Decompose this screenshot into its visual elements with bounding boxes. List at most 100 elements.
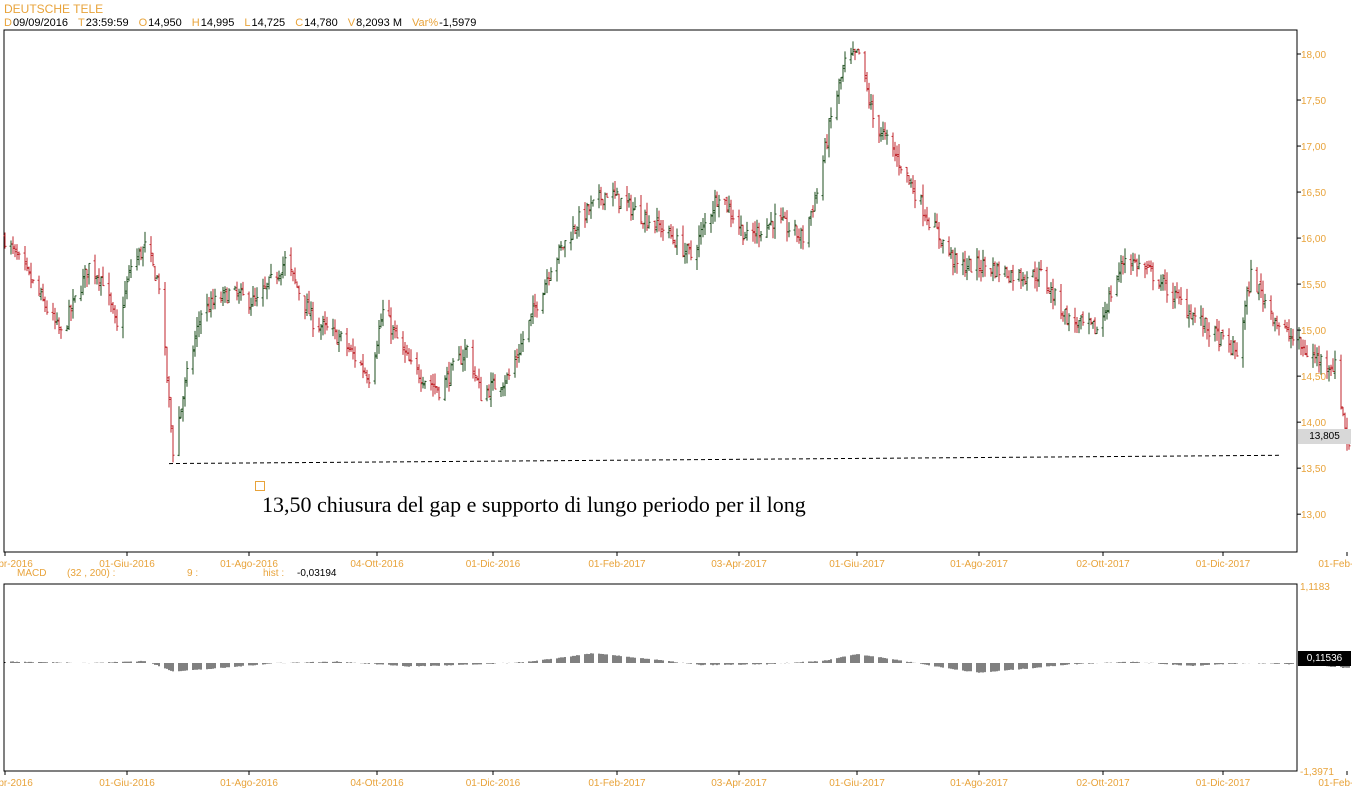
ohlc-bar: [533, 293, 537, 318]
macd-histogram: [4, 653, 1350, 673]
ohlc-bar: [1163, 269, 1167, 291]
ohlc-bar: [1271, 312, 1275, 327]
ohlc-bar: [1177, 289, 1181, 305]
ohlc-bar: [1261, 280, 1265, 312]
ohlc-bar: [741, 224, 745, 246]
ohlc-bar: [211, 288, 215, 310]
ohlc-bar: [739, 215, 743, 237]
ohlc-bar: [375, 340, 379, 360]
ohlc-bar: [883, 122, 887, 140]
ohlc-bar: [335, 329, 339, 345]
ohlc-bar: [1165, 272, 1169, 303]
ohlc-bar: [307, 290, 311, 315]
x-tick-label: 01-Giu-2016: [99, 559, 155, 570]
info-key-4: L: [244, 17, 251, 29]
ohlc-bar: [221, 286, 225, 307]
ohlc-bar: [933, 212, 937, 228]
ohlc-bar: [1009, 270, 1013, 283]
ohlc-bar: [661, 219, 665, 241]
ohlc-bar: [1161, 274, 1165, 291]
ohlc-bar: [597, 184, 601, 209]
ohlc-bar: [835, 90, 839, 121]
ohlc-bar: [95, 275, 99, 285]
ohlc-bar: [365, 369, 369, 384]
macd-axis-bottom-label: -1,3971: [1300, 767, 1334, 778]
ohlc-bar: [109, 292, 113, 313]
ohlc-bar: [685, 243, 689, 264]
ohlc-bar: [981, 249, 985, 278]
ohlc-bar: [1019, 268, 1023, 289]
ohlc-bar: [849, 47, 853, 64]
x-tick-label: 01-Feb-2018: [1318, 778, 1352, 789]
ohlc-bar: [575, 226, 579, 239]
ohlc-bar: [801, 225, 805, 250]
ohlc-bar: [683, 242, 687, 264]
ohlc-bar: [1053, 288, 1057, 306]
price-ohlc-bars: [3, 41, 1351, 463]
ohlc-bar: [391, 325, 395, 340]
ohlc-bar: [561, 247, 565, 251]
ohlc-bar: [765, 218, 769, 238]
ohlc-bar: [689, 240, 693, 261]
macd-x-axis: 01-Apr-2016 01-Giu-2016 01-Ago-2016 04-Ott-…: [0, 771, 1352, 789]
ohlc-bar: [303, 295, 307, 320]
ohlc-bar: [1339, 354, 1343, 410]
ohlc-bar: [667, 225, 671, 239]
x-tick-label: 01-Feb-2017: [588, 559, 646, 570]
ohlc-bar: [1093, 317, 1097, 335]
ohlc-bar: [585, 202, 589, 224]
ohlc-bar: [795, 225, 799, 243]
ohlc-bar: [171, 425, 175, 463]
ohlc-bar: [253, 287, 257, 306]
ohlc-bar: [1133, 253, 1137, 264]
info-value-1: 23:59:59: [85, 17, 129, 29]
ohlc-bar: [311, 301, 315, 337]
ohlc-bar: [403, 341, 407, 363]
x-tick-label: 01-Giu-2017: [829, 559, 885, 570]
ohlc-bar: [937, 221, 941, 249]
ohlc-bar: [997, 261, 1001, 283]
ohlc-bar: [1077, 320, 1081, 334]
ohlc-bar: [1305, 345, 1309, 358]
ohlc-bar: [759, 231, 763, 242]
ohlc-bar: [825, 134, 829, 150]
ohlc-bar: [645, 202, 649, 231]
ohlc-bar: [163, 282, 167, 356]
ohlc-bar: [629, 194, 633, 221]
x-tick-label: 01-Dic-2016: [466, 559, 521, 570]
ohlc-bar: [395, 324, 399, 339]
x-tick-label: 03-Apr-2017: [711, 778, 767, 789]
ohlc-bar: [657, 210, 661, 232]
ohlc-bar: [347, 342, 351, 353]
ohlc-bar: [115, 309, 119, 331]
ohlc-bar: [1203, 317, 1207, 334]
ohlc-bar: [1003, 265, 1007, 277]
ohlc-bar: [443, 375, 447, 401]
ohlc-bar: [1227, 328, 1231, 353]
ohlc-bar: [773, 203, 777, 239]
ohlc-bar: [963, 250, 967, 277]
ohlc-bar: [949, 247, 953, 259]
ohlc-bar: [149, 236, 153, 263]
price-y-tick-label: 16,50: [1301, 188, 1326, 199]
ohlc-bar: [209, 291, 213, 318]
annotation-marker-icon[interactable]: [255, 481, 265, 491]
ohlc-bar: [571, 216, 575, 240]
ohlc-bar: [1051, 278, 1055, 310]
ohlc-bar: [275, 271, 279, 285]
ohlc-bar: [809, 210, 813, 226]
x-tick-label: 01-Giu-2017: [829, 778, 885, 789]
ohlc-bar: [697, 225, 701, 258]
ohlc-bar: [265, 282, 269, 300]
ohlc-bar: [333, 319, 337, 340]
ohlc-bar: [927, 217, 931, 231]
ohlc-bar: [155, 274, 159, 280]
ohlc-bar: [925, 206, 929, 226]
ohlc-bar: [709, 213, 713, 233]
ohlc-bar: [1313, 344, 1317, 364]
ohlc-bar: [339, 330, 343, 342]
x-tick-label: 01-Giu-2016: [99, 778, 155, 789]
ohlc-bar: [1263, 293, 1267, 309]
ohlc-bar: [1327, 365, 1331, 382]
